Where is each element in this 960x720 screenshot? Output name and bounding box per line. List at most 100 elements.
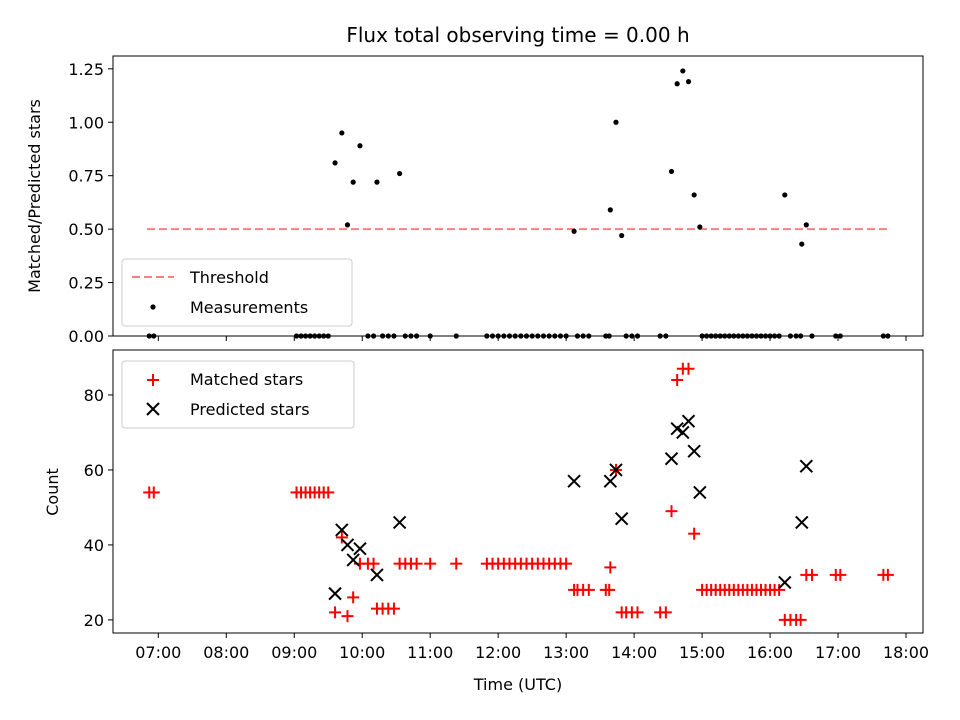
measurement-point xyxy=(717,333,723,339)
measurement-point xyxy=(397,170,403,177)
measurement-point xyxy=(731,333,737,339)
matched-star-point xyxy=(450,557,463,570)
measurement-point xyxy=(552,333,558,339)
matched-star-point xyxy=(881,568,894,581)
matched-star-point xyxy=(367,557,380,570)
legend-predicted-label: Predicted stars xyxy=(190,400,310,419)
measurement-point xyxy=(735,333,741,339)
measurement-point xyxy=(316,333,322,339)
measurement-point xyxy=(325,333,331,339)
y-tick-label: 80 xyxy=(84,386,104,405)
predicted-star-point xyxy=(370,568,384,582)
predicted-star-point xyxy=(795,515,809,530)
measurement-point xyxy=(523,333,530,339)
predicted-star-point xyxy=(567,474,581,488)
legend-threshold-label: Threshold xyxy=(189,268,269,287)
measurement-point xyxy=(484,333,490,339)
measurement-point xyxy=(495,333,501,339)
predicted-star-point xyxy=(693,485,707,500)
matched-star-point xyxy=(603,583,616,596)
measurement-point xyxy=(344,222,351,228)
measurement-point xyxy=(414,333,420,339)
predicted-star-point xyxy=(353,541,367,556)
measurement-point xyxy=(704,333,710,339)
count-plot-x-label: Time (UTC) xyxy=(473,675,562,694)
measurement-point xyxy=(302,333,309,339)
measurement-point xyxy=(298,333,304,339)
matched-star-point xyxy=(335,531,348,544)
measurement-point xyxy=(787,333,794,339)
measurement-point xyxy=(357,143,363,149)
count-plot: 07:00 08:00 09:00 10:00 11:00 12:00 13:00 14:00… xyxy=(43,349,929,694)
measurement-point xyxy=(776,333,782,339)
legend-matched-label: Matched stars xyxy=(190,370,303,389)
x-tick-label: 09:00 xyxy=(271,643,317,662)
measurement-point xyxy=(782,192,788,198)
x-tick-label: 13:00 xyxy=(543,643,589,662)
matched-star-point xyxy=(560,557,573,570)
matched-star-point xyxy=(682,362,695,375)
y-tick-label: 0.25 xyxy=(68,274,104,293)
predicted-star-point-b xyxy=(670,422,684,436)
legend-frame xyxy=(121,258,353,327)
x-tick-label: 15:00 xyxy=(679,643,725,662)
x-tick-label: 17:00 xyxy=(815,643,861,662)
predicted-star-point-b xyxy=(353,541,367,556)
measurement-point xyxy=(453,333,459,339)
measurement-point xyxy=(753,333,760,339)
y-tick-label: 0.75 xyxy=(68,167,104,186)
measurement-point xyxy=(580,333,586,339)
predicted-star-point-b xyxy=(795,515,809,530)
matched-star-point xyxy=(347,591,360,604)
count-plot-x-ticks: 07:00 08:00 09:00 10:00 11:00 12:00 13:00 14:00… xyxy=(135,633,929,662)
measurement-points xyxy=(146,68,891,339)
matched-star-point xyxy=(631,606,644,619)
matched-star-point xyxy=(147,486,160,499)
measurement-point xyxy=(803,222,809,228)
measurement-point xyxy=(885,333,891,339)
measurement-point xyxy=(506,333,513,339)
predicted-star-point xyxy=(799,459,814,473)
measurement-point xyxy=(151,333,157,339)
matched-star-point xyxy=(671,373,684,386)
count-plot-y-label: Count xyxy=(43,468,62,516)
measurement-point xyxy=(489,333,496,339)
ratio-plot: 0.00 0.25 0.50 0.75 1.00 1.25 Matched/Predict… xyxy=(25,55,924,346)
predicted-star-point-b xyxy=(676,425,690,440)
x-tick-label: 08:00 xyxy=(203,643,249,662)
measurement-point xyxy=(663,333,669,339)
predicted-star-point-b xyxy=(799,459,814,473)
predicted-star-point xyxy=(681,414,696,428)
measurement-point xyxy=(332,160,338,166)
y-tick-label: 0.00 xyxy=(68,327,104,346)
x-tick-label: 14:00 xyxy=(611,643,657,662)
measurement-point xyxy=(708,333,714,339)
y-tick-label: 1.25 xyxy=(68,60,104,79)
measurement-point xyxy=(657,333,663,339)
measurement-point xyxy=(680,68,686,74)
matched-star-point xyxy=(322,486,335,499)
measurement-point xyxy=(833,333,839,339)
matched-star-point xyxy=(604,561,617,574)
measurement-point xyxy=(744,333,751,339)
predicted-star-point-b xyxy=(392,515,407,530)
predicted-star-point-b xyxy=(687,444,701,458)
y-tick-label: 40 xyxy=(84,536,104,555)
x-tick-label: 10:00 xyxy=(339,643,385,662)
measurement-point xyxy=(880,333,886,339)
x-tick-label: 16:00 xyxy=(747,643,793,662)
predicted-star-point xyxy=(328,586,342,601)
measurement-point xyxy=(722,333,728,339)
measurement-point xyxy=(623,333,629,339)
ratio-plot-y-label: Matched/Predicted stars xyxy=(25,99,44,293)
matched-star-point xyxy=(387,602,400,615)
x-tick-label: 18:00 xyxy=(883,643,929,662)
y-tick-label: 60 xyxy=(84,461,104,480)
measurement-point xyxy=(799,241,805,247)
measurement-point xyxy=(402,333,408,339)
x-tick-label: 12:00 xyxy=(475,643,521,662)
predicted-star-point-b xyxy=(567,474,581,488)
predicted-star-point xyxy=(392,515,407,530)
measurement-point xyxy=(613,119,619,125)
predicted-star-point xyxy=(778,575,792,590)
